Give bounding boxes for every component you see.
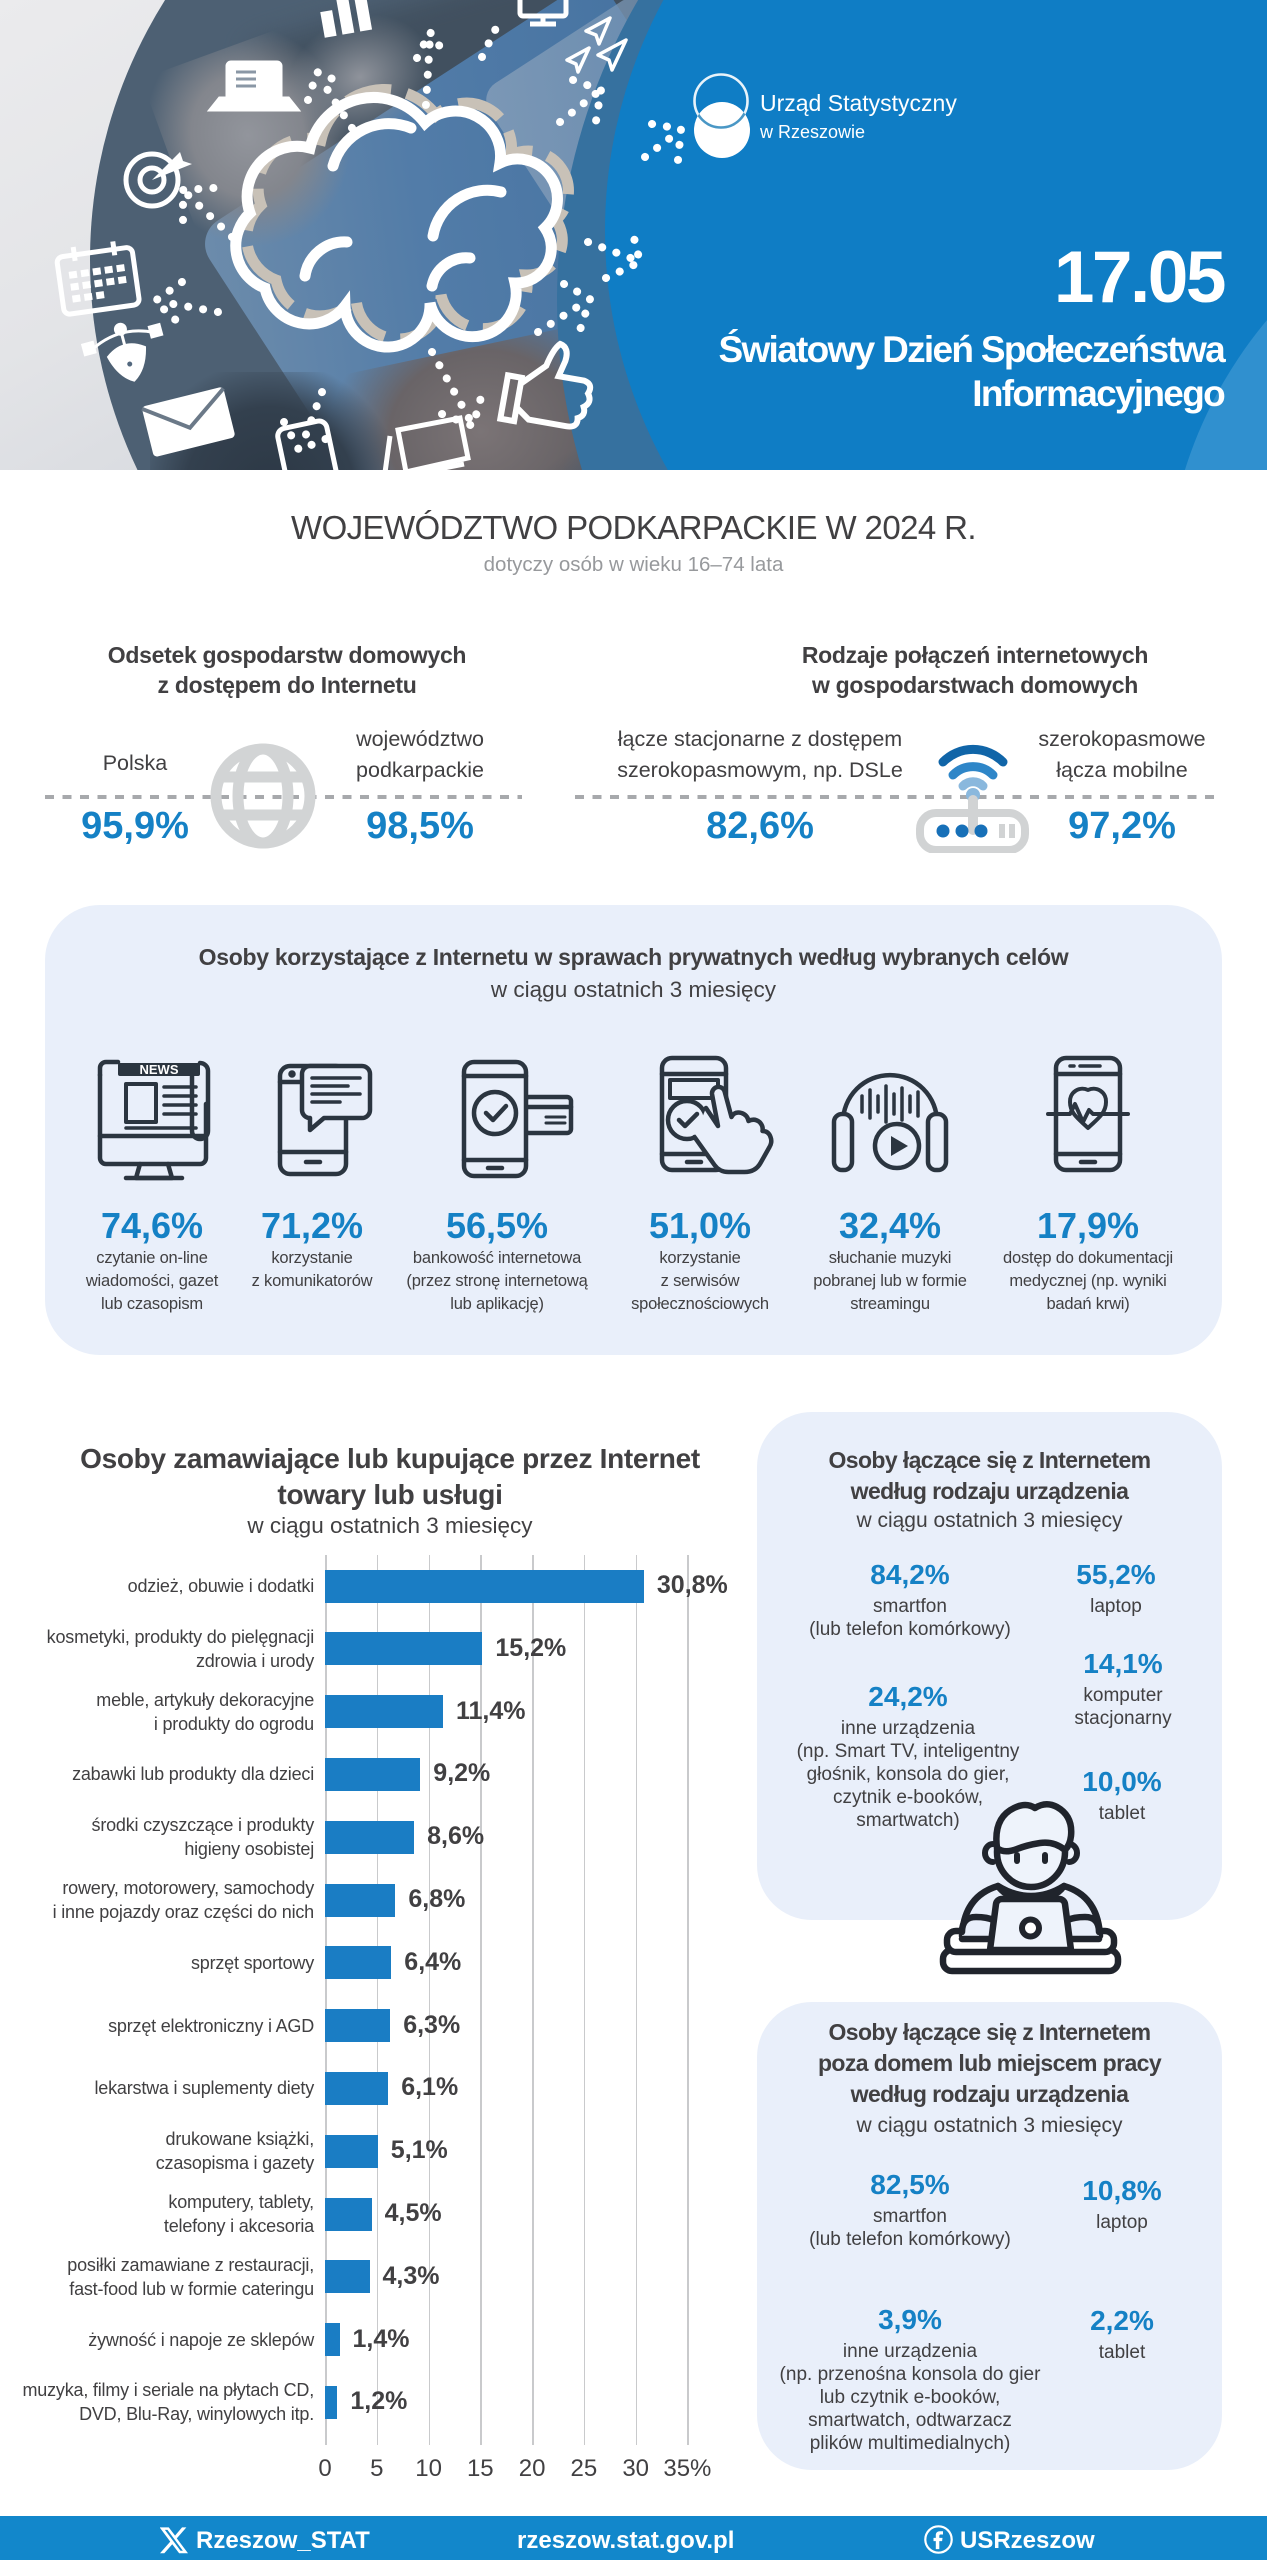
- svg-text:NEWS: NEWS: [140, 1062, 179, 1077]
